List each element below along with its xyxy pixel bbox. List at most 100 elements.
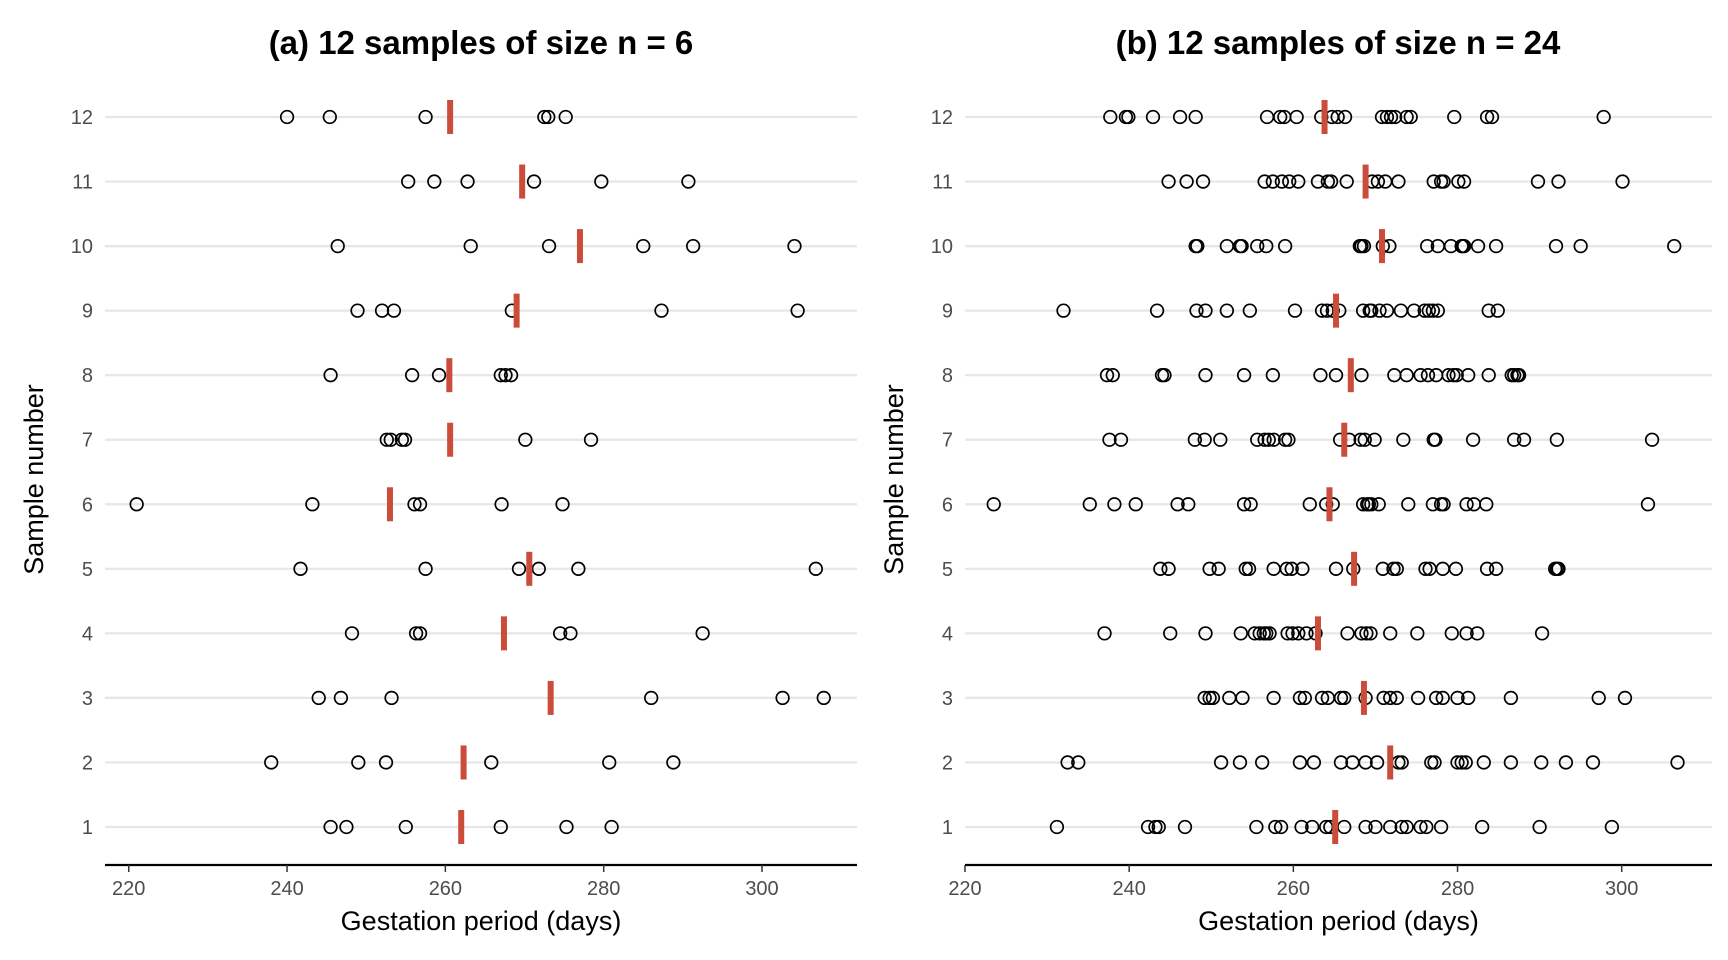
data-point bbox=[1190, 238, 1205, 254]
sample-mean-marker bbox=[458, 810, 465, 844]
data-point bbox=[1340, 626, 1355, 641]
data-point bbox=[1354, 626, 1369, 641]
data-point bbox=[401, 174, 416, 189]
sample-mean-marker bbox=[519, 164, 526, 199]
data-point bbox=[418, 109, 433, 125]
data-point bbox=[541, 238, 557, 254]
data-point bbox=[323, 368, 338, 383]
sample-mean-marker bbox=[1341, 422, 1348, 457]
data-point bbox=[384, 690, 399, 706]
data-point bbox=[1670, 755, 1685, 770]
data-point bbox=[1383, 626, 1398, 641]
data-point bbox=[1265, 368, 1280, 383]
sample-mean-marker bbox=[576, 229, 583, 264]
x-tick-label: 260 bbox=[1277, 878, 1310, 900]
data-point bbox=[1163, 626, 1178, 641]
data-point bbox=[1140, 819, 1156, 835]
data-point bbox=[1389, 690, 1404, 706]
sample-mean-marker bbox=[1321, 100, 1328, 134]
data-point bbox=[1219, 303, 1235, 318]
data-point bbox=[518, 432, 533, 447]
data-point bbox=[1420, 368, 1436, 383]
y-tick-label: 9 bbox=[82, 301, 93, 323]
data-point bbox=[1359, 626, 1374, 641]
data-point bbox=[1105, 368, 1120, 383]
data-point bbox=[563, 626, 578, 641]
data-point bbox=[1406, 303, 1422, 318]
data-point bbox=[1410, 626, 1425, 641]
data-point bbox=[1236, 497, 1252, 512]
y-tick-label: 5 bbox=[82, 559, 93, 581]
data-point bbox=[1372, 303, 1387, 318]
data-point bbox=[1368, 819, 1383, 835]
data-point bbox=[1401, 497, 1416, 512]
data-point bbox=[1287, 303, 1303, 318]
sample-mean-marker bbox=[1314, 616, 1321, 651]
data-point bbox=[463, 238, 478, 254]
data-point bbox=[1153, 561, 1168, 576]
data-point bbox=[1383, 819, 1398, 835]
data-point bbox=[1488, 238, 1504, 254]
data-point bbox=[1371, 497, 1386, 512]
y-tick-label: 11 bbox=[72, 172, 93, 194]
data-point bbox=[1265, 174, 1280, 189]
data-point bbox=[1294, 819, 1309, 835]
data-point bbox=[1289, 109, 1304, 125]
sample-mean-marker bbox=[513, 293, 520, 328]
data-point bbox=[1353, 432, 1368, 447]
data-point bbox=[1097, 626, 1112, 641]
data-point bbox=[1419, 819, 1434, 835]
data-point bbox=[1379, 303, 1395, 318]
data-point bbox=[1435, 690, 1450, 706]
data-point bbox=[1375, 561, 1390, 576]
x-tick-label: 260 bbox=[429, 878, 462, 900]
data-point bbox=[1617, 690, 1633, 706]
data-point bbox=[1161, 561, 1176, 576]
data-point bbox=[351, 755, 366, 770]
data-point bbox=[1459, 626, 1474, 641]
data-point bbox=[460, 174, 475, 189]
sample-mean-marker bbox=[447, 100, 454, 134]
data-point bbox=[1458, 755, 1473, 770]
data-point bbox=[350, 303, 365, 318]
data-point bbox=[1181, 497, 1196, 512]
data-point bbox=[408, 626, 424, 641]
data-point bbox=[1357, 432, 1372, 447]
data-point bbox=[1299, 626, 1314, 641]
data-point bbox=[1644, 432, 1660, 447]
x-tick-label: 280 bbox=[1441, 878, 1474, 900]
data-point bbox=[571, 561, 586, 576]
y-tick-label: 6 bbox=[942, 494, 953, 516]
data-point bbox=[264, 755, 279, 770]
data-point bbox=[1249, 819, 1264, 835]
sample-mean-marker bbox=[447, 422, 454, 457]
data-point bbox=[1179, 174, 1194, 189]
data-point bbox=[1558, 755, 1574, 770]
data-point bbox=[1149, 303, 1165, 318]
data-point bbox=[1516, 432, 1532, 447]
data-point bbox=[1503, 690, 1519, 706]
data-point bbox=[1102, 432, 1117, 447]
data-point bbox=[412, 497, 428, 512]
data-point bbox=[1454, 755, 1469, 770]
data-point bbox=[1241, 561, 1257, 576]
data-point bbox=[1667, 238, 1682, 254]
data-point bbox=[1394, 755, 1409, 770]
data-point bbox=[1399, 368, 1414, 383]
data-point bbox=[1421, 303, 1436, 318]
data-point bbox=[654, 303, 669, 318]
data-point bbox=[1573, 238, 1588, 254]
data-point bbox=[1475, 819, 1490, 835]
data-point bbox=[1450, 690, 1465, 706]
data-point bbox=[1413, 368, 1428, 383]
y-tick-label: 9 bbox=[942, 301, 953, 323]
sample-mean-marker bbox=[1379, 229, 1386, 264]
data-point bbox=[558, 109, 573, 125]
data-point bbox=[602, 755, 617, 770]
data-point bbox=[1107, 497, 1122, 512]
data-point bbox=[1330, 109, 1345, 125]
data-point bbox=[1455, 238, 1470, 254]
data-point bbox=[1213, 432, 1228, 447]
data-point bbox=[1319, 497, 1334, 512]
